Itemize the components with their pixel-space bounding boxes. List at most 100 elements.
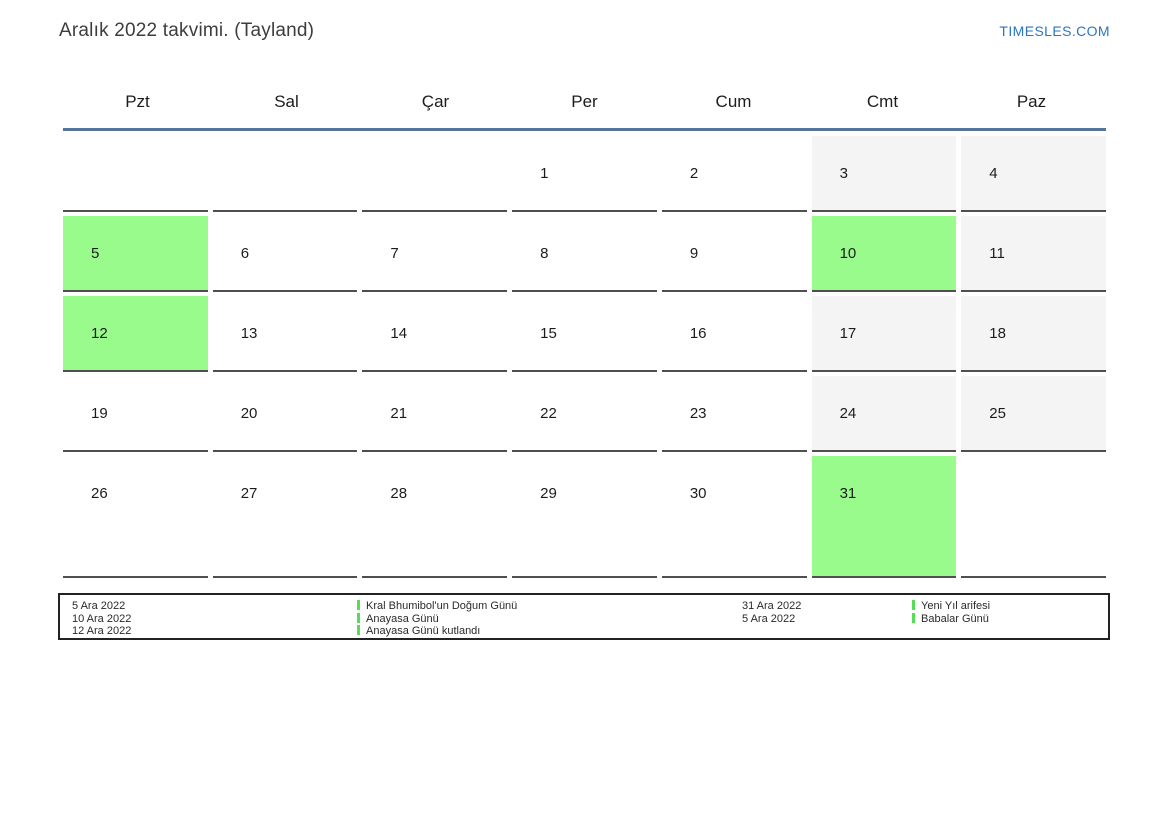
top-bar: Aralık 2022 takvimi. (Tayland) TIMESLES.…	[59, 20, 1110, 48]
day-cell-11: 11	[961, 216, 1106, 292]
day-cell-31: 31	[811, 456, 957, 578]
legend-date: 5 Ara 2022	[72, 600, 126, 612]
day-cell-13: 13	[212, 296, 358, 372]
day-number: 24	[839, 405, 857, 422]
day-cell-7: 7	[362, 216, 508, 292]
day-cell-21: 21	[362, 376, 508, 452]
legend-date: 12 Ara 2022	[72, 625, 132, 637]
day-number: 17	[839, 325, 857, 342]
weekday-header-row: Pzt Sal Çar Per Cum Cmt Paz	[63, 75, 1106, 128]
day-number: 25	[989, 405, 1006, 422]
page-title: Aralık 2022 takvimi. (Tayland)	[59, 20, 315, 41]
day-number: 13	[240, 325, 258, 342]
header-divider	[63, 128, 1106, 131]
day-number	[63, 136, 208, 165]
day-cell-15: 15	[512, 296, 657, 372]
day-cell-2: 2	[661, 136, 807, 212]
day-number: 1	[540, 165, 549, 182]
legend-entry: Anayasa Günü kutlandı	[357, 625, 517, 638]
legend-holiday-name: Anayasa Günü	[366, 612, 439, 625]
day-number: 9	[689, 245, 699, 262]
legend-dates-column-1: 5 Ara 2022 10 Ara 2022 12 Ara 2022	[72, 600, 131, 638]
legend-entry: Kral Bhumibol'un Doğum Günü	[357, 600, 517, 613]
weekday-header-pzt: Pzt	[125, 91, 150, 111]
day-number: 7	[390, 245, 399, 262]
day-number: 28	[390, 485, 408, 502]
day-number: 19	[91, 405, 108, 422]
day-cell-9: 9	[661, 216, 807, 292]
legend-holiday-name: Yeni Yıl arifesi	[921, 600, 991, 612]
day-number: 21	[390, 405, 408, 422]
legend-dates-column-2: 31 Ara 2022 5 Ara 2022	[742, 600, 801, 625]
day-cell-20: 20	[212, 376, 358, 452]
day-cell-4: 4	[961, 136, 1106, 212]
day-cell-14: 14	[362, 296, 508, 372]
day-number: 16	[689, 325, 707, 342]
holiday-marker-icon	[912, 600, 915, 610]
day-cell-16: 16	[661, 296, 807, 372]
weekday-header-cmt: Cmt	[866, 91, 899, 111]
legend-date: 5 Ara 2022	[742, 612, 796, 625]
day-number: 6	[240, 245, 250, 262]
weekday-header-sal: Sal	[274, 91, 299, 111]
week-row-1: 1 2 3 4	[63, 136, 1106, 212]
day-cell-29: 29	[512, 456, 657, 578]
week-row-4: 19 20 21 22 23 24 25	[63, 376, 1106, 452]
legend-names-column-2: Yeni Yıl arifesi Babalar Günü	[912, 600, 990, 625]
holiday-marker-icon	[357, 612, 360, 623]
day-number: 20	[240, 405, 258, 422]
day-cell-18: 18	[961, 296, 1106, 372]
legend-entry: Anayasa Günü	[357, 612, 517, 626]
legend-names-column-1: Kral Bhumibol'un Doğum Günü Anayasa Günü…	[357, 600, 517, 638]
weekday-header-paz: Paz	[1016, 91, 1047, 111]
day-number: 29	[540, 485, 557, 502]
day-cell-empty	[362, 136, 508, 212]
day-number: 12	[91, 325, 108, 342]
legend-holiday-name: Anayasa Günü kutlandı	[366, 625, 481, 637]
day-cell-17: 17	[811, 296, 957, 372]
day-cell-19: 19	[63, 376, 208, 452]
day-number: 30	[689, 485, 707, 502]
day-number: 15	[540, 325, 557, 342]
site-link[interactable]: TIMESLES.COM	[999, 23, 1110, 39]
holiday-legend: 5 Ara 2022 10 Ara 2022 12 Ara 2022 Kral …	[58, 593, 1110, 640]
weekday-header-cum: Cum	[715, 91, 752, 111]
day-number	[362, 136, 507, 165]
day-cell-26: 26	[63, 456, 208, 578]
day-cell-8: 8	[512, 216, 657, 292]
day-number: 3	[839, 165, 848, 182]
day-cell-27: 27	[212, 456, 358, 578]
week-row-2: 5 6 7 8 9 10 11	[63, 216, 1106, 292]
weekday-header-per: Per	[571, 91, 598, 111]
day-number	[961, 456, 1106, 485]
day-number: 14	[390, 325, 408, 342]
legend-entry: Babalar Günü	[912, 612, 990, 626]
calendar: Pzt Sal Çar Per Cum Cmt Paz 1 2 3 4 5 6 …	[63, 75, 1106, 582]
day-number: 11	[989, 245, 1005, 262]
legend-holiday-name: Kral Bhumibol'un Doğum Günü	[366, 600, 518, 612]
day-number: 26	[91, 485, 108, 502]
holiday-marker-icon	[357, 625, 360, 635]
week-row-3: 12 13 14 15 16 17 18	[63, 296, 1106, 372]
legend-date: 31 Ara 2022	[742, 600, 802, 612]
day-number: 8	[540, 245, 549, 262]
day-cell-empty	[63, 136, 208, 212]
day-cell-23: 23	[661, 376, 807, 452]
legend-holiday-name: Babalar Günü	[921, 612, 989, 625]
day-cell-22: 22	[512, 376, 657, 452]
day-cell-10: 10	[811, 216, 957, 292]
day-cell-30: 30	[661, 456, 807, 578]
day-cell-empty	[212, 136, 358, 212]
day-cell-6: 6	[212, 216, 358, 292]
holiday-marker-icon	[912, 612, 915, 623]
day-number: 5	[91, 245, 100, 262]
weekday-header-car: Çar	[421, 91, 450, 111]
day-cell-12: 12	[63, 296, 208, 372]
day-cell-1: 1	[512, 136, 657, 212]
day-number: 10	[839, 245, 857, 262]
day-cell-25: 25	[961, 376, 1106, 452]
week-row-5: 26 27 28 29 30 31	[63, 456, 1106, 578]
day-number: 27	[240, 485, 258, 502]
day-cell-24: 24	[811, 376, 957, 452]
day-cell-3: 3	[811, 136, 957, 212]
